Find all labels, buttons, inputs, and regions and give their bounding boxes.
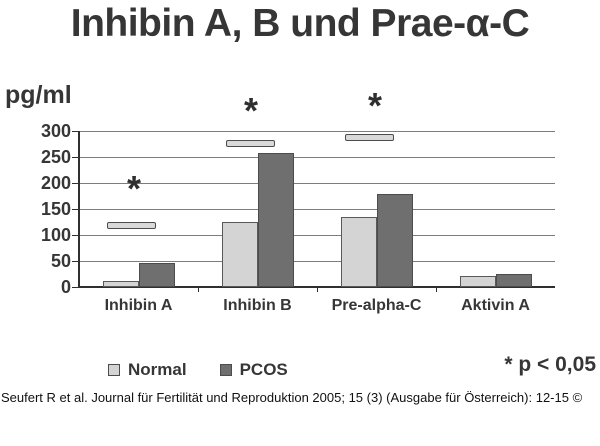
x-tick-2 (317, 287, 318, 292)
gridline-150 (79, 208, 555, 210)
bar-pcos-aktivin-a (495, 274, 532, 287)
y-tick-200 (72, 183, 79, 184)
y-axis-line (78, 131, 80, 288)
bar-normal-inhibin-a (102, 280, 139, 287)
legend-label-pcos: PCOS (239, 360, 288, 379)
gridline-100 (79, 234, 555, 236)
y-tick-label-50: 50 (50, 251, 71, 271)
gridline-50 (79, 260, 555, 262)
y-tick-50 (72, 261, 79, 262)
x-tick-3 (436, 287, 437, 292)
y-tick-label-100: 100 (40, 225, 71, 245)
bar-normal-pre-alpha-c (340, 216, 377, 287)
bar-pcos-pre-alpha-c (376, 194, 413, 287)
bar-normal-inhibin-b (221, 222, 258, 287)
legend-label-normal: Normal (128, 360, 187, 379)
citation: Seufert R et al. Journal für Fertilität … (1, 390, 583, 405)
significance-note: * p < 0,05 (504, 353, 596, 376)
y-axis-tick-labels: 0 50 100 150 200 250 300 (0, 121, 71, 297)
gridline-300 (79, 130, 555, 132)
legend: Normal PCOS (108, 360, 321, 380)
y-tick-label-150: 150 (40, 199, 71, 219)
reference-marker-pre-alpha-c (345, 134, 394, 142)
bar-pcos-inhibin-b (257, 153, 294, 287)
y-tick-150 (72, 209, 79, 210)
y-tick-label-250: 250 (40, 147, 71, 167)
bar-pcos-inhibin-a (138, 262, 175, 287)
reference-marker-inhibin-b (226, 139, 275, 147)
x-label-inhibin-a: Inhibin A (104, 297, 173, 314)
y-axis-unit-label: pg/ml (5, 81, 72, 109)
legend-item-normal: Normal (108, 360, 187, 380)
x-label-aktivin-a: Aktivin A (461, 297, 530, 314)
x-label-pre-alpha-c: Pre-alpha-C (331, 297, 422, 314)
y-tick-0 (72, 287, 79, 288)
bar-normal-aktivin-a (459, 275, 496, 287)
y-tick-100 (72, 235, 79, 236)
legend-swatch-pcos (219, 364, 232, 376)
y-tick-300 (72, 131, 79, 132)
y-tick-label-200: 200 (40, 173, 71, 193)
significance-asterisk-inhibin-b: * (244, 90, 259, 131)
x-label-inhibin-b: Inhibin B (223, 297, 292, 314)
plot-area: * * * (72, 88, 555, 292)
x-tick-1 (198, 287, 199, 292)
reference-marker-inhibin-a (107, 221, 156, 229)
y-tick-label-300: 300 (40, 121, 71, 141)
legend-swatch-normal (108, 364, 120, 376)
y-tick-250 (72, 157, 79, 158)
significance-asterisk-inhibin-a: * (127, 168, 142, 209)
legend-item-pcos: PCOS (219, 360, 288, 380)
gridline-250 (79, 156, 555, 158)
chart-title: Inhibin A, B und Prae-α-C (70, 2, 530, 45)
y-tick-label-0: 0 (60, 277, 71, 297)
significance-asterisk-pre-alpha-c: * (368, 85, 383, 126)
gridline-200 (79, 182, 555, 184)
x-axis-labels: Inhibin A Inhibin B Pre-alpha-C Aktivin A (79, 297, 555, 315)
